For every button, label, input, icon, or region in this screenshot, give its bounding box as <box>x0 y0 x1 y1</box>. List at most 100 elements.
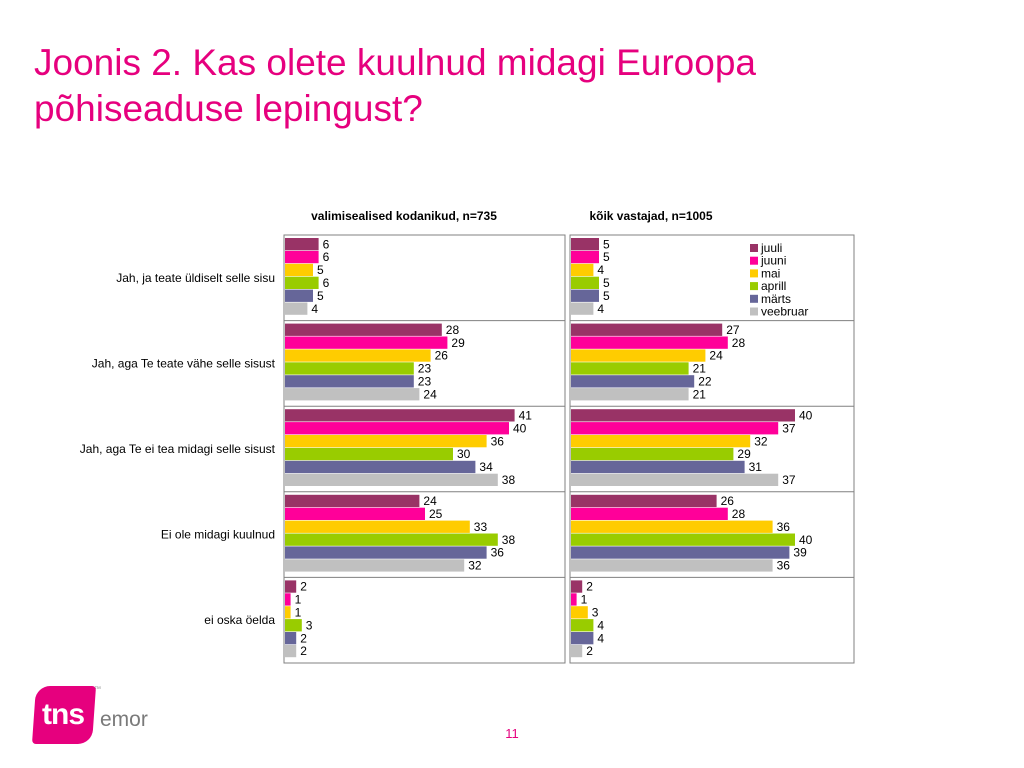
bar-juuli <box>571 580 583 593</box>
data-label: 3 <box>592 606 599 620</box>
data-label: 36 <box>777 559 791 573</box>
data-label: 6 <box>323 250 330 264</box>
bar-aprill <box>285 619 302 632</box>
bar-juuni <box>571 250 599 264</box>
data-label: 23 <box>418 362 432 376</box>
bar-juuli <box>285 238 319 251</box>
data-label: 5 <box>317 289 324 303</box>
data-label: 21 <box>693 362 707 376</box>
data-label: 26 <box>721 494 735 508</box>
data-label: 24 <box>709 349 723 363</box>
bar-juuni <box>285 250 319 264</box>
bar-aprill <box>285 276 319 289</box>
bar-märts <box>571 546 790 559</box>
bar-veebruar <box>285 388 420 401</box>
data-label: 30 <box>457 447 471 461</box>
bar-aprill <box>285 533 498 546</box>
bar-veebruar <box>571 644 583 658</box>
bar-veebruar <box>571 388 689 401</box>
data-label: 4 <box>597 618 604 632</box>
data-label: 5 <box>603 276 610 290</box>
data-label: 36 <box>491 434 505 448</box>
bar-mai <box>571 263 594 277</box>
data-label: 1 <box>581 593 588 607</box>
data-label: 4 <box>597 302 604 316</box>
data-label: 36 <box>777 520 791 534</box>
data-label: 31 <box>749 460 763 474</box>
bar-mai <box>285 263 313 277</box>
data-label: 21 <box>693 387 707 401</box>
page-title-line2: põhiseaduse lepingust? <box>34 88 423 129</box>
legend-swatch-mai <box>750 269 758 278</box>
bar-märts <box>571 460 745 474</box>
page-title-line1: Joonis 2. Kas olete kuulnud midagi Euroo… <box>34 42 756 83</box>
data-label: 40 <box>513 421 527 435</box>
legend-swatch-aprill <box>750 282 758 291</box>
bar-juuli <box>571 494 717 508</box>
bar-juuli <box>571 409 795 422</box>
bar-mai <box>571 349 706 362</box>
data-label: 39 <box>793 546 807 560</box>
plot-frame <box>569 234 855 664</box>
grouped-bar-chart: Jah, ja teate üldiselt selle sisu Jah, ag… <box>80 209 855 664</box>
data-label: 2 <box>300 644 307 658</box>
panel-title: kõik vastajad, n=1005 <box>589 209 712 223</box>
legend-swatch-juuni <box>750 256 758 265</box>
bar-aprill <box>285 447 453 461</box>
data-label: 5 <box>603 289 610 303</box>
category-label: Jah, ja teate üldiselt selle sisu <box>116 271 275 285</box>
bar-märts <box>285 460 476 474</box>
data-label: 1 <box>295 606 302 620</box>
data-label: 2 <box>586 644 593 658</box>
data-label: 5 <box>603 237 610 251</box>
logo-brand: tns <box>42 698 85 731</box>
data-label: 5 <box>317 263 324 277</box>
bar-märts <box>285 375 414 388</box>
legend-swatch-veebruar <box>750 307 758 316</box>
plot-frame <box>283 234 566 664</box>
bar-veebruar <box>285 473 498 486</box>
data-label: 27 <box>726 323 740 337</box>
bar-juuni <box>571 422 779 435</box>
data-label: 22 <box>698 375 712 389</box>
bar-juuli <box>285 409 515 422</box>
bar-juuli <box>285 580 297 593</box>
legend-label: mai <box>761 266 780 280</box>
bar-veebruar <box>285 644 297 658</box>
bar-juuli <box>285 323 442 336</box>
bar-aprill <box>571 362 689 375</box>
data-label: 26 <box>435 349 449 363</box>
bar-mai <box>571 520 773 533</box>
bar-aprill <box>285 362 414 375</box>
data-label: 28 <box>732 336 746 350</box>
bar-aprill <box>571 533 795 546</box>
bar-juuni <box>285 422 509 435</box>
bar-aprill <box>571 447 734 461</box>
bar-mai <box>285 606 291 619</box>
bar-mai <box>571 435 751 448</box>
data-label: 33 <box>474 520 488 534</box>
data-label: 25 <box>429 507 443 521</box>
bar-aprill <box>571 619 594 632</box>
bar-veebruar <box>285 559 465 572</box>
page-number: 11 <box>505 726 519 741</box>
bar-veebruar <box>571 473 779 486</box>
data-label: 1 <box>295 593 302 607</box>
data-label: 2 <box>300 631 307 645</box>
bar-juuni <box>285 507 425 520</box>
data-label: 40 <box>799 409 813 423</box>
data-label: 40 <box>799 533 813 547</box>
data-label: 38 <box>502 473 516 487</box>
bar-juuli <box>571 238 599 251</box>
category-label: Jah, aga Te teate vähe selle sisust <box>92 356 276 370</box>
bar-veebruar <box>571 559 773 572</box>
legend-swatch-märts <box>750 294 758 303</box>
bar-märts <box>285 289 313 302</box>
data-label: 29 <box>737 447 751 461</box>
bar-märts <box>285 546 487 559</box>
bar-mai <box>571 606 588 619</box>
logo-trademark: ™ <box>94 686 101 693</box>
bar-mai <box>285 349 431 362</box>
legend-label: juuni <box>760 254 786 268</box>
data-label: 24 <box>423 494 437 508</box>
